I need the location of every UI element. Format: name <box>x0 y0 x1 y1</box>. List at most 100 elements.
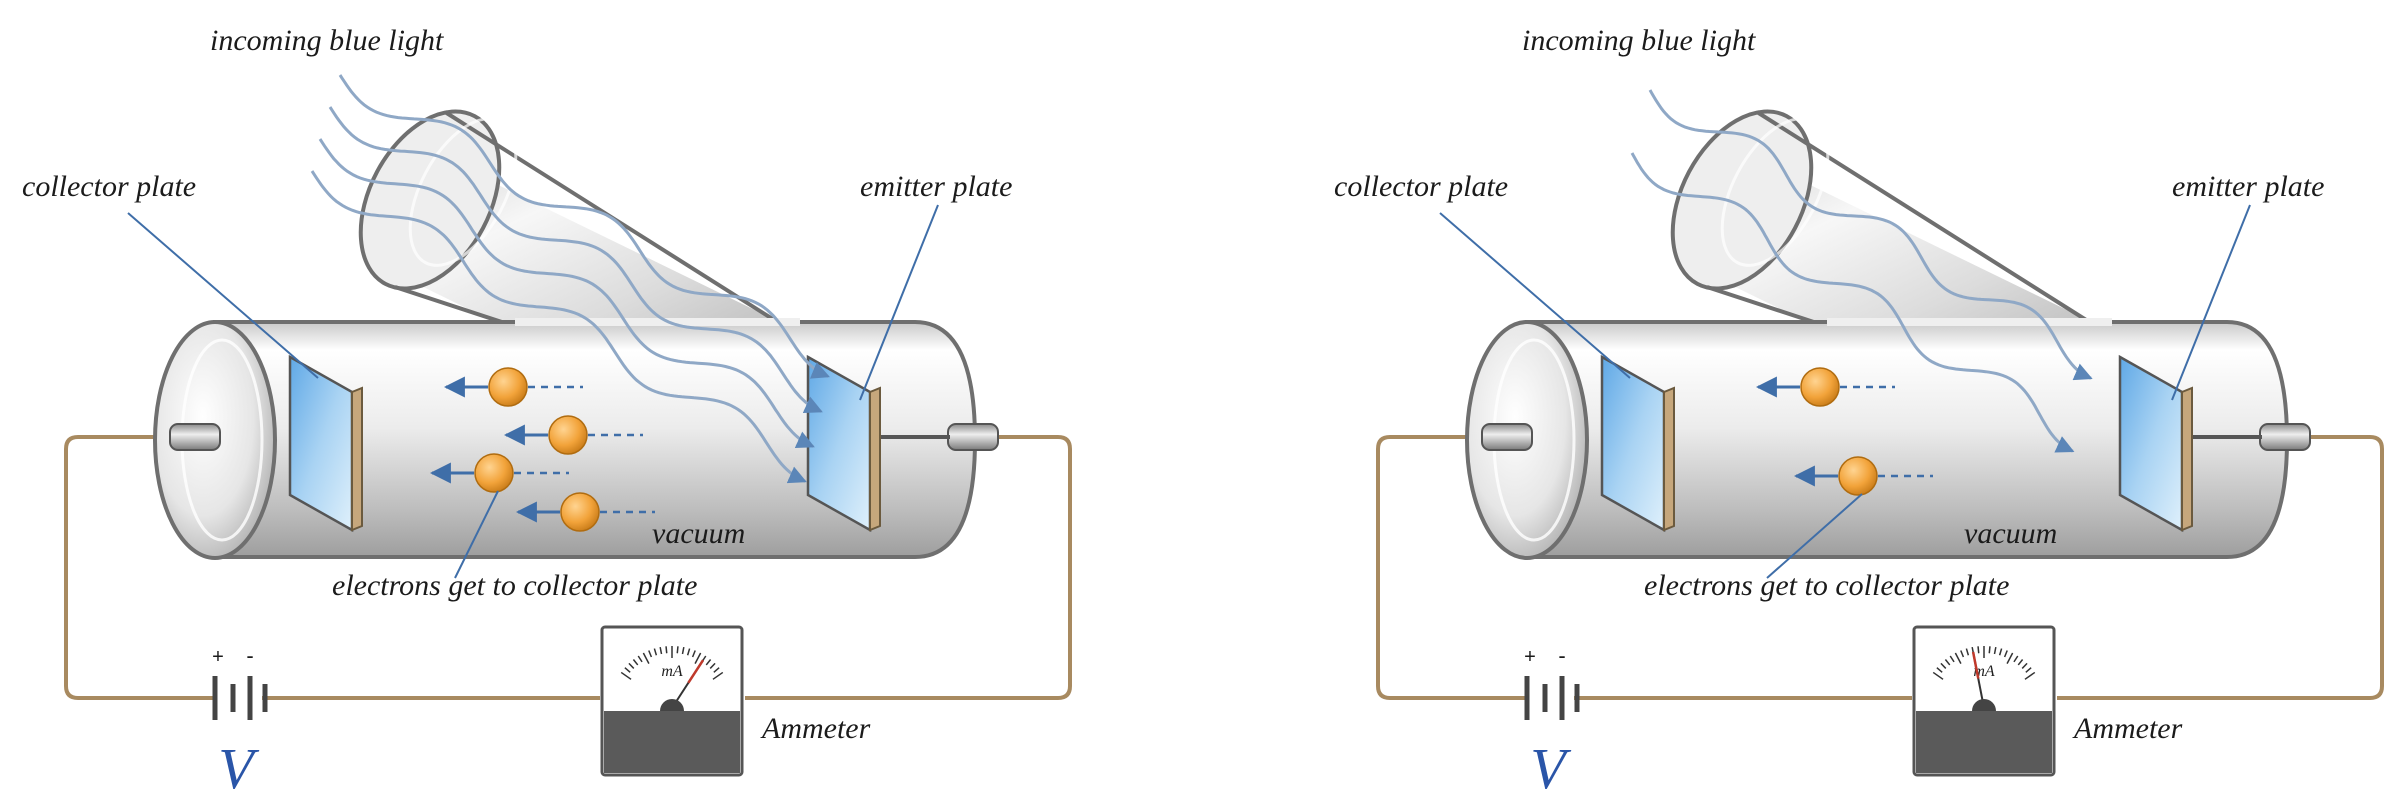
ammeter-tick <box>624 667 631 673</box>
collector-plate-edge <box>1663 386 1675 532</box>
leader-lines <box>127 204 939 579</box>
electrons-leader-line <box>454 490 499 579</box>
battery-plus-sign: + <box>1524 646 1536 668</box>
electron <box>503 415 643 455</box>
light-ray <box>1630 152 2075 453</box>
voltage-label: V <box>218 736 260 796</box>
ammeter-tick <box>653 648 658 656</box>
emitter-label: emitter plate <box>2172 170 2324 203</box>
vacuum-tube <box>153 318 999 560</box>
entrance-tube-body <box>405 142 800 332</box>
light-ray <box>338 74 830 379</box>
ammeter-base <box>604 711 740 773</box>
ammeter-tick <box>1949 655 1955 663</box>
left-connector <box>169 423 221 451</box>
ammeter-tick <box>632 659 639 666</box>
ammeter-tick <box>705 659 712 666</box>
ammeter-tick <box>709 662 716 669</box>
ammeter-tick <box>2025 667 2032 673</box>
panel-left: + - V mA Ammeter incoming blue light collector… <box>22 24 1072 801</box>
ammeter-tick <box>712 671 724 680</box>
ammeter-tick <box>1993 646 1997 655</box>
ammeter-tick <box>1988 646 1991 654</box>
ammeter-tick <box>665 646 668 654</box>
vacuum-tube <box>1465 318 2311 560</box>
ammeter-tick <box>691 650 696 658</box>
ammeter-tick <box>2024 671 2036 680</box>
right-connector <box>947 423 999 451</box>
ammeter-tick <box>2013 655 2019 663</box>
leader-lines <box>1439 204 2251 579</box>
collector-leader-line <box>127 212 319 379</box>
entrance-tube <box>358 109 800 332</box>
ammeter-tick <box>2003 650 2008 658</box>
vacuum-label: vacuum <box>652 517 745 550</box>
ammeter-tick <box>1960 650 1965 658</box>
collector-leader-line <box>1439 212 1631 379</box>
entrance-tube-body <box>1717 142 2112 332</box>
entrance-tube-opening <box>358 109 502 291</box>
ammeter-needle <box>1971 651 1980 679</box>
light-ray <box>328 106 823 413</box>
collector-plate <box>288 354 363 533</box>
electron <box>1793 456 1933 496</box>
electron <box>515 492 655 532</box>
electrons <box>429 367 655 532</box>
emitter-plate-edge <box>869 386 881 532</box>
ammeter-scale <box>620 646 724 680</box>
light-rays <box>310 74 830 484</box>
electrons <box>1755 367 1933 496</box>
ammeter-tick <box>681 646 685 655</box>
electron-particle <box>560 492 600 532</box>
ammeter-pivot <box>660 699 684 711</box>
electrons-label: electrons get to collector plate <box>1644 569 2009 602</box>
circuit-wire <box>1376 435 2384 700</box>
ammeter-tick <box>2006 652 2014 664</box>
electron-particle <box>1838 456 1878 496</box>
electron-particle <box>488 367 528 407</box>
ammeter-label: Ammeter <box>760 712 871 745</box>
ammeter-tick <box>1965 648 1970 656</box>
ammeter-scale <box>1932 646 2036 680</box>
ammeter-tick <box>642 652 650 664</box>
electron <box>429 453 569 493</box>
entrance-tube-opening <box>1670 109 1814 291</box>
ammeter: mA Ammeter <box>600 625 871 777</box>
collector-plate-edge <box>351 386 363 532</box>
collector-label: collector plate <box>22 170 196 203</box>
emitter-plate <box>2118 354 2193 533</box>
ammeter-tick <box>648 650 653 658</box>
entrance-tube <box>1670 109 2112 332</box>
ammeter-label: Ammeter <box>2072 712 2183 745</box>
electrons-leader-line <box>1766 493 1863 579</box>
vacuum-label: vacuum <box>1964 517 2057 550</box>
ammeter-tick <box>1998 648 2003 656</box>
battery: + - V <box>1524 643 1580 801</box>
electron-particle <box>474 453 514 493</box>
emitter-label: emitter plate <box>860 170 1012 203</box>
battery: + - V <box>212 643 268 801</box>
left-connector <box>1481 423 1533 451</box>
ammeter-tick <box>637 655 643 663</box>
ammeter-tick <box>620 671 632 680</box>
ammeter-needle <box>687 659 705 684</box>
ammeter-tick <box>628 662 635 669</box>
light-rays <box>1630 89 2093 453</box>
emitter-plate-edge <box>2181 386 2193 532</box>
ammeter-tick <box>1944 659 1951 666</box>
light-ray <box>318 138 815 448</box>
electron <box>443 367 583 407</box>
ammeter-tick <box>686 648 691 656</box>
ammeter-pivot <box>1972 699 1996 711</box>
ammeter-tick <box>659 646 663 655</box>
ammeter-tick <box>1954 652 1962 664</box>
entrance-tube-inner-rim <box>1720 117 1830 267</box>
circuit-wire <box>64 435 1072 700</box>
ammeter-tick <box>1936 667 1943 673</box>
ammeter-tick <box>2021 662 2028 669</box>
collector-label: collector plate <box>1334 170 1508 203</box>
incoming-light-label: incoming blue light <box>210 24 444 57</box>
